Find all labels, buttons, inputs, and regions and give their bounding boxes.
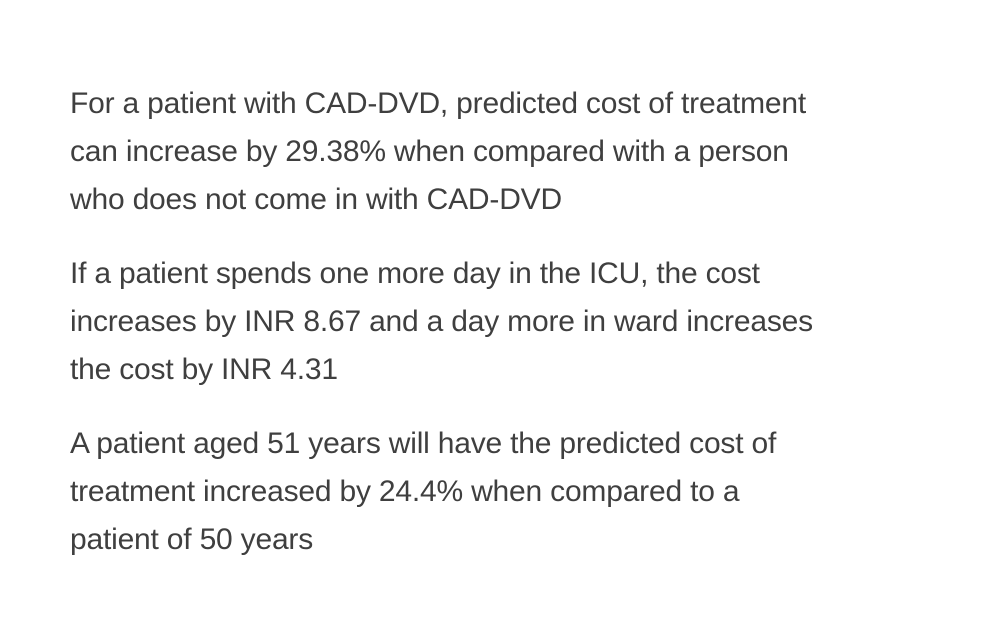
text-content: For a patient with CAD-DVD, predicted co… [70,80,970,590]
line-3: patient of 50 years [70,523,314,556]
line-2: treatment increased by 24.4% when compar… [70,475,740,508]
line-3: who does not come in with CAD-DVD [70,183,562,216]
line-2: increases by INR 8.67 and a day more in … [70,305,813,338]
line-2: can increase by 29.38% when compared wit… [70,135,789,168]
paragraph-icu-ward-cost: If a patient spends one more day in the … [70,250,970,394]
line-3: the cost by INR 4.31 [70,353,338,386]
paragraph-age-cost: A patient aged 51 years will have the pr… [70,420,970,564]
paragraph-cad-dvd-cost: For a patient with CAD-DVD, predicted co… [70,80,970,224]
line-1: If a patient spends one more day in the … [70,257,760,290]
line-1: A patient aged 51 years will have the pr… [70,427,777,460]
line-1: For a patient with CAD-DVD, predicted co… [70,87,806,120]
